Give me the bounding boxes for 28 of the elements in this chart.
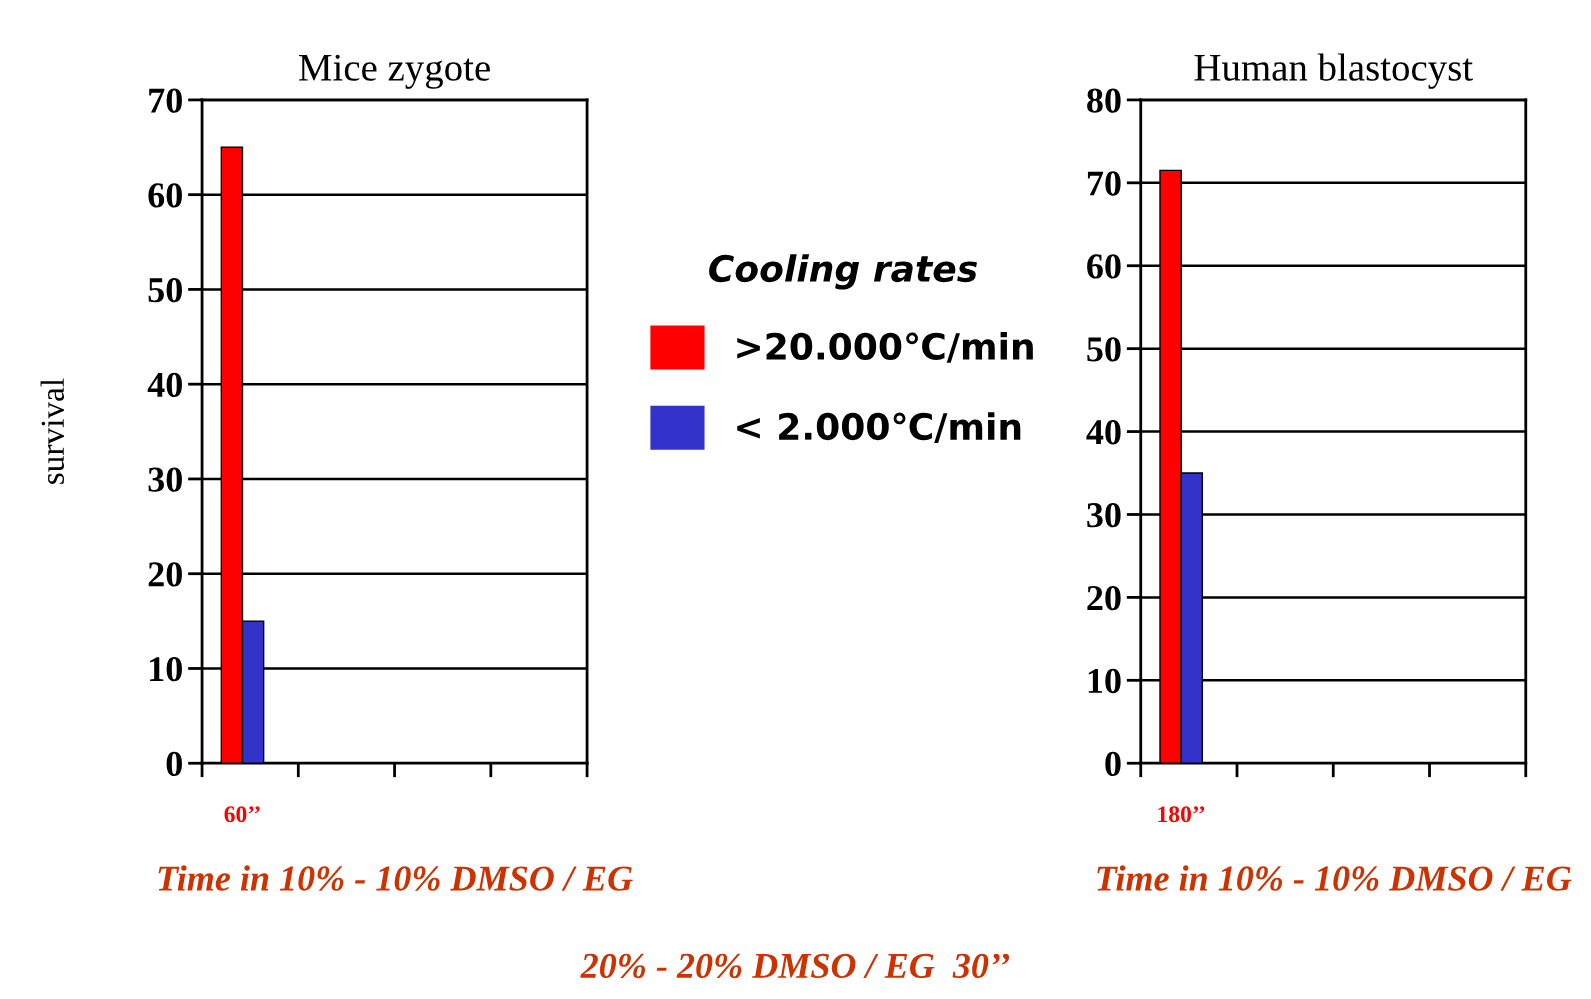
y-tick-label: 10 [150, 656, 182, 682]
y-tick-label: 30 [148, 467, 182, 492]
y-tick-label: 20 [148, 562, 182, 587]
y-tick-label: 60 [1087, 254, 1121, 279]
y-tick-label: 50 [148, 277, 182, 303]
y-tick-label: 20 [1087, 585, 1121, 611]
legend-title: Cooling rates [709, 254, 977, 290]
legend-label: >20.000℃/min [737, 332, 1033, 363]
y-tick-label: 10 [1088, 668, 1121, 694]
y-tick-label: 30 [1087, 503, 1121, 528]
y-tick-label: 50 [1087, 337, 1121, 362]
y-tick-label: 70 [1087, 171, 1121, 196]
chart-title: Mice zygote [299, 54, 490, 89]
y-tick-label: 60 [148, 183, 182, 208]
y-tick-label: 70 [149, 88, 182, 113]
legend-label: < 2.000℃/min [737, 412, 1021, 443]
text: 20% - 20% DMSO / EG 30’’ [580, 953, 1010, 979]
x-axis-title: Time in 10% - 10% DMSO / EG [158, 865, 633, 891]
x-axis-title: Time in 10% - 10% DMSO / EG [1097, 865, 1572, 891]
y-tick-label: 40 [1086, 420, 1121, 445]
y-tick-label: 0 [1105, 751, 1121, 777]
chart-title: Human blastocyst [1194, 53, 1473, 89]
y-tick-label: 40 [147, 372, 182, 398]
y-tick-label: 0 [166, 751, 182, 777]
y-axis-title: survival [40, 378, 65, 484]
y-tick-label: 80 [1087, 88, 1121, 113]
x-tick-label: 180’’ [1158, 806, 1205, 823]
x-tick-label: 60’’ [224, 806, 260, 823]
